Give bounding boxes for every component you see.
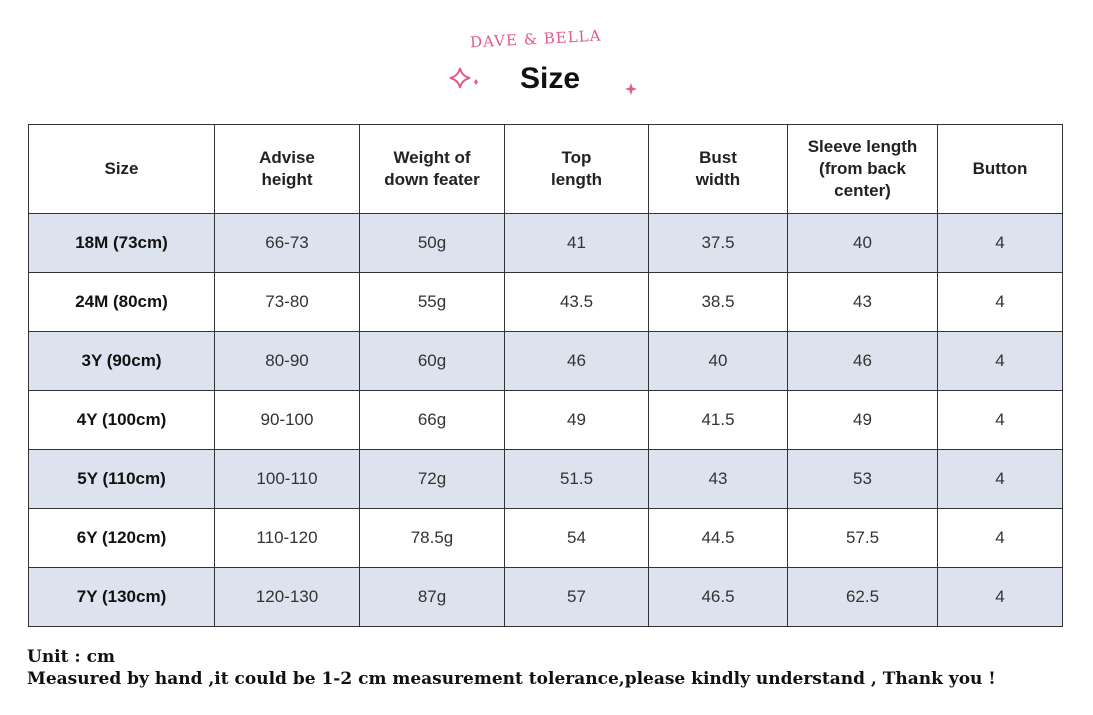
table-cell: 4 bbox=[937, 567, 1063, 627]
table-cell: 41 bbox=[504, 213, 649, 273]
table-header-row: Size Advise height Weight of down feater… bbox=[28, 124, 1063, 214]
title-row: Size bbox=[448, 58, 648, 98]
table-cell: 37.5 bbox=[648, 213, 788, 273]
table-cell: 46.5 bbox=[648, 567, 788, 627]
unit-note: Unit : cm bbox=[27, 647, 115, 667]
table-cell: 44.5 bbox=[648, 508, 788, 568]
table-cell: 73-80 bbox=[214, 272, 360, 332]
table-cell: 43 bbox=[787, 272, 938, 332]
table-cell: 66g bbox=[359, 390, 505, 450]
column-header-button: Button bbox=[937, 124, 1063, 214]
page-title: Size bbox=[520, 62, 581, 95]
table-cell: 110-120 bbox=[214, 508, 360, 568]
table-row: 24M (80cm) 73-80 55g 43.5 38.5 43 4 bbox=[28, 272, 1063, 332]
tolerance-note: Measured by hand ,it could be 1-2 cm mea… bbox=[27, 669, 996, 689]
table-cell: 50g bbox=[359, 213, 505, 273]
table-cell: 3Y (90cm) bbox=[28, 331, 215, 391]
table-row: 3Y (90cm) 80-90 60g 46 40 46 4 bbox=[28, 331, 1063, 391]
table-cell: 18M (73cm) bbox=[28, 213, 215, 273]
table-cell: 53 bbox=[787, 449, 938, 509]
table-cell: 4 bbox=[937, 390, 1063, 450]
table-row: 4Y (100cm) 90-100 66g 49 41.5 49 4 bbox=[28, 390, 1063, 450]
notes-block: Unit : cm Measured by hand ,it could be … bbox=[27, 646, 996, 690]
table-cell: 120-130 bbox=[214, 567, 360, 627]
table-cell: 41.5 bbox=[648, 390, 788, 450]
table-cell: 5Y (110cm) bbox=[28, 449, 215, 509]
table-cell: 4 bbox=[937, 213, 1063, 273]
table-cell: 43.5 bbox=[504, 272, 649, 332]
size-chart-table: Size Advise height Weight of down feater… bbox=[28, 124, 1063, 627]
table-cell: 78.5g bbox=[359, 508, 505, 568]
table-row: 7Y (130cm) 120-130 87g 57 46.5 62.5 4 bbox=[28, 567, 1063, 627]
table-cell: 100-110 bbox=[214, 449, 360, 509]
table-cell: 46 bbox=[787, 331, 938, 391]
table-cell: 51.5 bbox=[504, 449, 649, 509]
table-cell: 4 bbox=[937, 331, 1063, 391]
column-header-advise-height: Advise height bbox=[214, 124, 360, 214]
table-cell: 43 bbox=[648, 449, 788, 509]
table-cell: 6Y (120cm) bbox=[28, 508, 215, 568]
table-cell: 90-100 bbox=[214, 390, 360, 450]
table-cell: 38.5 bbox=[648, 272, 788, 332]
table-cell: 55g bbox=[359, 272, 505, 332]
table-cell: 57 bbox=[504, 567, 649, 627]
table-cell: 60g bbox=[359, 331, 505, 391]
table-cell: 80-90 bbox=[214, 331, 360, 391]
table-cell: 24M (80cm) bbox=[28, 272, 215, 332]
sparkle-icon bbox=[449, 67, 478, 89]
table-cell: 54 bbox=[504, 508, 649, 568]
table-cell: 66-73 bbox=[214, 213, 360, 273]
table-cell: 40 bbox=[648, 331, 788, 391]
table-row: 6Y (120cm) 110-120 78.5g 54 44.5 57.5 4 bbox=[28, 508, 1063, 568]
table-row: 18M (73cm) 66-73 50g 41 37.5 40 4 bbox=[28, 213, 1063, 273]
table-cell: 7Y (130cm) bbox=[28, 567, 215, 627]
table-cell: 72g bbox=[359, 449, 505, 509]
column-header-bust-width: Bust width bbox=[648, 124, 788, 214]
table-cell: 4 bbox=[937, 449, 1063, 509]
table-cell: 49 bbox=[787, 390, 938, 450]
table-cell: 4 bbox=[937, 272, 1063, 332]
column-header-top-length: Top length bbox=[504, 124, 649, 214]
brand-logo-text: DAVE & BELLA bbox=[469, 26, 602, 52]
column-header-weight: Weight of down feater bbox=[359, 124, 505, 214]
table-cell: 40 bbox=[787, 213, 938, 273]
table-cell: 87g bbox=[359, 567, 505, 627]
table-row: 5Y (110cm) 100-110 72g 51.5 43 53 4 bbox=[28, 449, 1063, 509]
table-cell: 4 bbox=[937, 508, 1063, 568]
table-cell: 49 bbox=[504, 390, 649, 450]
table-cell: 46 bbox=[504, 331, 649, 391]
sparkle-small-icon bbox=[625, 83, 637, 95]
table-cell: 4Y (100cm) bbox=[28, 390, 215, 450]
column-header-size: Size bbox=[28, 124, 215, 214]
table-cell: 62.5 bbox=[787, 567, 938, 627]
table-cell: 57.5 bbox=[787, 508, 938, 568]
column-header-sleeve-length: Sleeve length (from back center) bbox=[787, 124, 938, 214]
